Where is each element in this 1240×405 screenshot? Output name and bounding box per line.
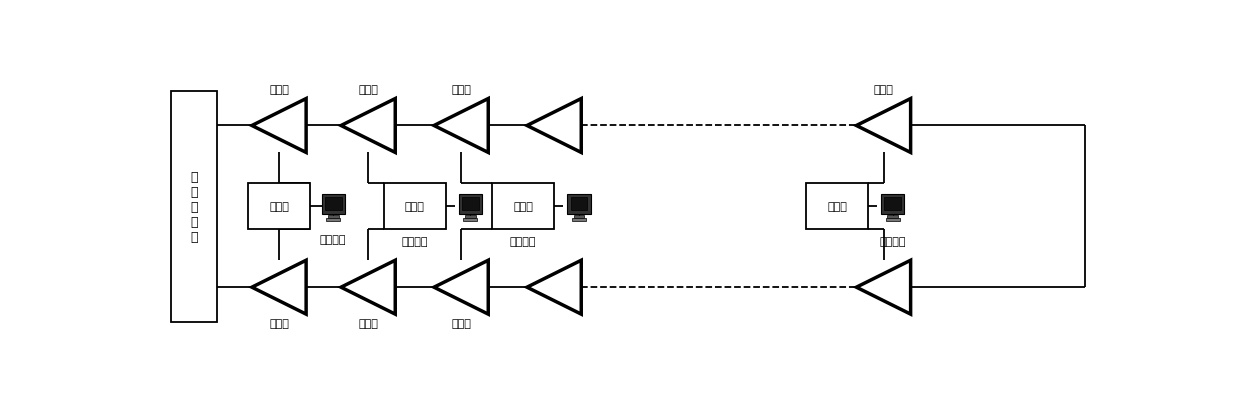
Bar — [885, 219, 900, 221]
Text: 分光器: 分光器 — [269, 85, 289, 95]
Text: 接入卡: 接入卡 — [513, 202, 533, 212]
Polygon shape — [857, 260, 910, 314]
Polygon shape — [341, 260, 396, 314]
Bar — [567, 194, 590, 215]
Bar — [327, 215, 339, 218]
Text: 接入设备: 接入设备 — [879, 237, 906, 246]
Bar — [888, 215, 898, 218]
Bar — [383, 184, 445, 230]
Polygon shape — [434, 260, 489, 314]
Bar — [171, 92, 217, 322]
Text: 分光器: 分光器 — [269, 319, 289, 328]
Polygon shape — [252, 99, 306, 153]
Bar — [464, 219, 477, 221]
Polygon shape — [252, 260, 306, 314]
Polygon shape — [857, 99, 910, 153]
Text: 分光器: 分光器 — [358, 319, 378, 328]
Polygon shape — [341, 99, 396, 153]
Polygon shape — [527, 99, 582, 153]
Bar — [326, 219, 340, 221]
Text: 分光器: 分光器 — [358, 85, 378, 95]
Bar — [882, 194, 904, 215]
Text: 分光器: 分光器 — [451, 319, 471, 328]
Bar — [573, 215, 584, 218]
Text: 接入卡: 接入卡 — [269, 202, 289, 212]
Bar — [492, 184, 554, 230]
Text: 接入卡: 接入卡 — [404, 202, 424, 212]
Text: 接入设备: 接入设备 — [320, 234, 346, 244]
Polygon shape — [434, 99, 489, 153]
Polygon shape — [527, 260, 582, 314]
Bar — [463, 198, 479, 210]
Text: 接入设备: 接入设备 — [510, 237, 537, 246]
Bar — [806, 184, 868, 230]
Bar — [465, 215, 476, 218]
Text: 接入设备: 接入设备 — [402, 237, 428, 246]
Bar — [459, 194, 482, 215]
Text: 分光器: 分光器 — [873, 85, 894, 95]
Text: 接入卡: 接入卡 — [827, 202, 847, 212]
Bar — [570, 198, 588, 210]
Text: 总
线
控
制
器: 总 线 控 制 器 — [190, 171, 197, 243]
Bar — [325, 198, 342, 210]
Bar — [572, 219, 585, 221]
Bar — [321, 194, 345, 215]
Bar — [248, 184, 310, 230]
Text: 分光器: 分光器 — [451, 85, 471, 95]
Bar — [884, 198, 901, 210]
